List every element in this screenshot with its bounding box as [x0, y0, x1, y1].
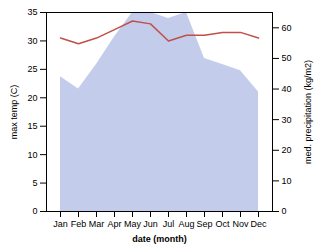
svg-text:10: 10 [27, 150, 37, 160]
svg-text:Mar: Mar [89, 219, 105, 229]
svg-text:10: 10 [282, 176, 292, 186]
svg-text:May: May [124, 219, 142, 229]
svg-text:50: 50 [282, 53, 292, 63]
svg-text:0: 0 [32, 206, 37, 216]
svg-text:med. precipitation (kg/m2): med. precipitation (kg/m2) [303, 60, 313, 164]
svg-text:max temp (C): max temp (C) [9, 85, 19, 140]
svg-text:Jan: Jan [53, 219, 68, 229]
svg-text:40: 40 [282, 84, 292, 94]
svg-text:5: 5 [32, 178, 37, 188]
svg-text:35: 35 [27, 7, 37, 17]
svg-text:Oct: Oct [215, 219, 230, 229]
svg-text:Nov: Nov [232, 219, 249, 229]
svg-text:15: 15 [27, 121, 37, 131]
svg-text:30: 30 [27, 36, 37, 46]
svg-text:Jun: Jun [143, 219, 158, 229]
svg-text:date (month): date (month) [132, 234, 187, 244]
svg-text:20: 20 [282, 145, 292, 155]
svg-text:Jul: Jul [163, 219, 175, 229]
svg-text:Aug: Aug [178, 219, 194, 229]
svg-text:Apr: Apr [107, 219, 121, 229]
svg-text:Feb: Feb [71, 219, 87, 229]
svg-text:25: 25 [27, 64, 37, 74]
svg-text:20: 20 [27, 93, 37, 103]
svg-text:0: 0 [282, 206, 287, 216]
svg-text:Sep: Sep [196, 219, 212, 229]
svg-text:30: 30 [282, 115, 292, 125]
svg-text:60: 60 [282, 23, 292, 33]
svg-text:Dec: Dec [250, 219, 267, 229]
